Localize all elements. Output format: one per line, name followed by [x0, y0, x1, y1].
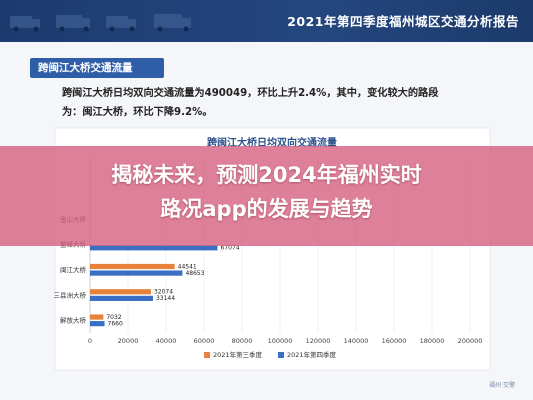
bar-q3 [90, 289, 151, 295]
x-tick-label: 60000 [194, 337, 215, 345]
report-title: 2021年第四季度福州城区交通分析报告 [287, 14, 519, 29]
chart-title: 跨闽江大桥日均双向交通流量 [207, 136, 337, 149]
data-label: 32074 [154, 289, 173, 296]
category-label: 解放大桥 [60, 316, 87, 325]
bar-q3 [90, 314, 104, 320]
data-label: 33144 [156, 295, 175, 302]
headline-line-2: 路况app的发展与趋势 [160, 197, 373, 221]
bar-q4 [90, 270, 183, 276]
report-header: 2021年第四季度福州城区交通分析报告 [0, 0, 533, 42]
footer-logo: 福州 交警 [489, 382, 515, 389]
data-label: 67074 [220, 245, 239, 252]
headline-text: 揭秘未来，预测2024年福州实时 路况app的发展与趋势 [0, 158, 533, 226]
bar-q3 [90, 263, 175, 270]
x-tick-label: 40000 [156, 337, 177, 345]
x-tick-label: 160000 [382, 337, 407, 345]
section-tab: 跨闽江大桥交通流量 [30, 58, 164, 78]
data-label: 44541 [178, 263, 197, 270]
bar-q4 [90, 321, 105, 327]
x-tick-label: 20000 [118, 337, 139, 345]
x-tick-label: 0 [88, 337, 92, 345]
summary-line-1: 跨闽江大桥日均双向交通流量为490049，环比上升2.4%，其中，变化较大的路段 [62, 88, 439, 99]
legend-swatch [204, 352, 210, 358]
data-label: 48653 [185, 270, 204, 277]
summary-line-2: 为：闽江大桥，环比下降9.2%。 [62, 107, 213, 118]
data-label: 7660 [108, 320, 123, 327]
category-label: 三县洲大桥 [54, 290, 87, 299]
x-tick-label: 180000 [420, 337, 445, 345]
summary-text: 跨闽江大桥日均双向交通流量为490049，环比上升2.4%，其中，变化较大的路段… [62, 84, 482, 122]
bar-q4 [90, 295, 153, 301]
x-tick-label: 100000 [268, 337, 293, 345]
x-tick-label: 200000 [458, 337, 483, 345]
category-label: 闽江大桥 [60, 265, 87, 274]
bar-q4 [90, 245, 218, 251]
headline-banner [0, 146, 533, 246]
legend-entry: 2021年第三季度 [213, 350, 263, 359]
legend-entry: 2021年第四季度 [287, 350, 337, 359]
legend-swatch [278, 352, 284, 358]
x-tick-label: 120000 [306, 337, 331, 345]
chart-legend: 2021年第三季度 2021年第四季度 [204, 350, 337, 359]
data-label: 7032 [106, 314, 121, 321]
headline-line-1: 揭秘未来，预测2024年福州实时 [111, 163, 422, 187]
x-tick-label: 140000 [344, 337, 369, 345]
truck-illustration-icon [10, 14, 191, 32]
x-tick-label: 80000 [232, 337, 253, 345]
chart-bars [90, 245, 218, 327]
